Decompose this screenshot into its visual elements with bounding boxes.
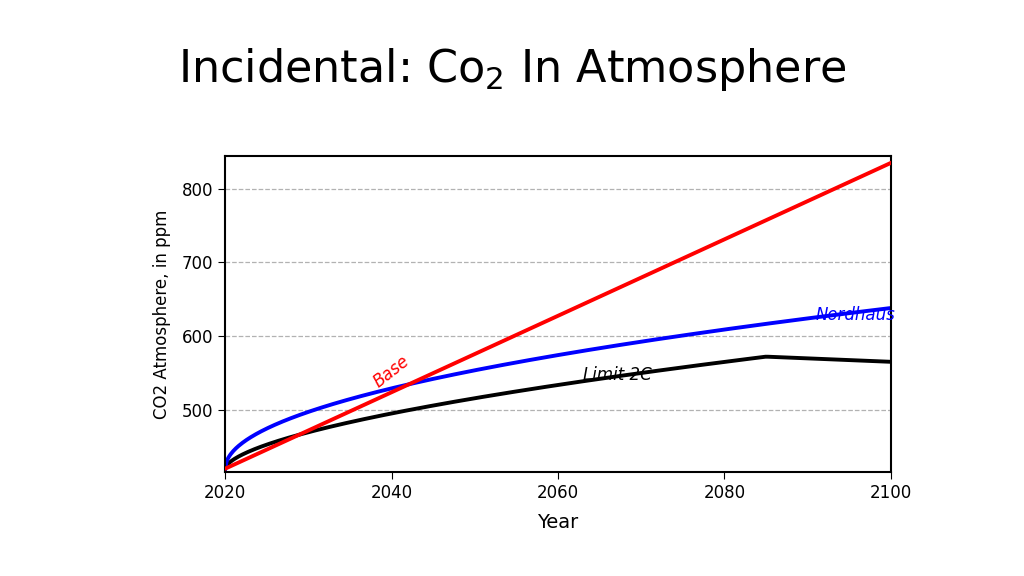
Text: Base: Base bbox=[371, 352, 413, 391]
Text: Nordhaus: Nordhaus bbox=[816, 306, 896, 324]
Text: Incidental: Co$_2$ In Atmosphere: Incidental: Co$_2$ In Atmosphere bbox=[178, 46, 846, 93]
Y-axis label: CO2 Atmosphere, in ppm: CO2 Atmosphere, in ppm bbox=[153, 209, 171, 419]
X-axis label: Year: Year bbox=[538, 513, 579, 532]
Text: Limit 2C: Limit 2C bbox=[583, 366, 652, 384]
